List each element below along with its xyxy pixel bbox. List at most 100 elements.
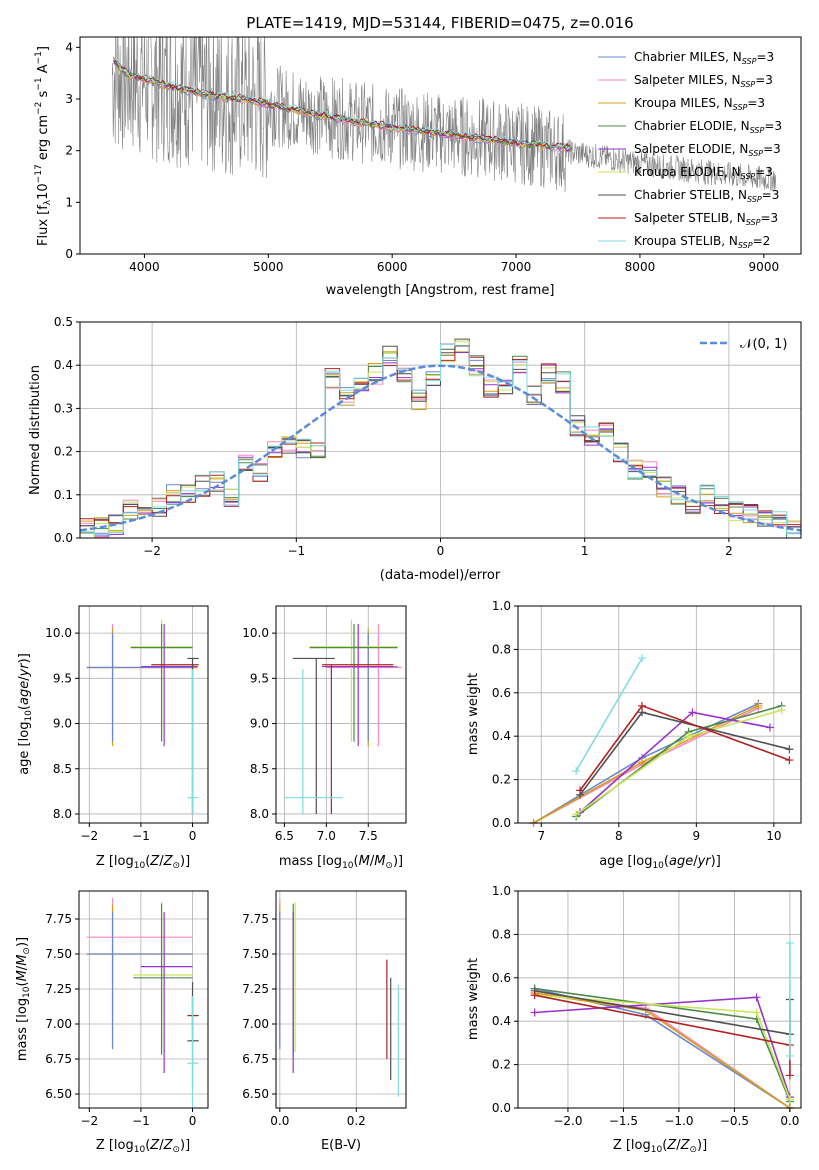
x-tick-label: 0.0	[780, 1114, 799, 1128]
y-tick-label: 1.0	[492, 599, 511, 613]
gaussian-curve	[79, 364, 802, 532]
mass-weight-marker	[638, 701, 647, 710]
legend-label: Kroupa ELODIE, NSSP=3	[634, 165, 773, 181]
y-tick-label: 2	[65, 144, 73, 158]
y-tick-label: 7.00	[242, 1017, 269, 1031]
spectrum-panel: 4000 5000 6000 7000 8000 9000 0 1 2 3 4 wavelength…	[34, 36, 802, 298]
x-tick-label: −0.5	[720, 1114, 749, 1128]
y-tick-label: 3	[65, 92, 73, 106]
x-tick-label: 6000	[377, 260, 408, 274]
x-tick-label: 9	[693, 829, 701, 843]
y-tick-label: 7.25	[45, 982, 72, 996]
massweight-vs-Z-frame	[517, 890, 802, 1109]
x-tick-label: 8000	[625, 260, 656, 274]
x-tick-label: 6.5	[275, 829, 294, 843]
massweight-vs-Z-xlabel: Z [log10(Z/Z⊙)]	[613, 1138, 707, 1155]
y-tick-label: 1	[65, 195, 73, 209]
residuals-panel: −2 −1 0 1 2 0.0 0.1 0.2 0.3 0.4 0.5 (data-model)/e…	[28, 315, 802, 583]
x-tick-label: 0	[189, 829, 197, 843]
y-tick-label: 0.4	[492, 729, 511, 743]
age-vs-Z-frame	[78, 605, 209, 824]
residual-histogram-9	[80, 343, 801, 535]
y-tick-label: 9.0	[53, 717, 72, 731]
mass-weight-marker	[530, 1008, 539, 1017]
x-tick-label: 0	[437, 544, 445, 558]
y-tick-label: 6.50	[242, 1087, 269, 1101]
y-tick-label: 1.0	[492, 884, 511, 898]
model-spectrum-2	[112, 59, 573, 154]
x-tick-label: 8	[615, 829, 623, 843]
x-tick-label: 0	[189, 1114, 197, 1128]
legend-label: Chabrier ELODIE, NSSP=3	[634, 119, 782, 135]
mass-weight-marker	[777, 706, 786, 715]
x-tick-label: −2	[143, 544, 161, 558]
mass-weight-marker	[754, 701, 763, 710]
spectrum-ylabel: Flux [fλ10−17 erg cm−2 s−1 A−1]	[34, 46, 53, 246]
y-tick-label: 0.0	[492, 1101, 511, 1115]
x-tick-label: 2	[725, 544, 733, 558]
spectrum-xlabel: wavelength [Angstrom, rest frame]	[326, 283, 555, 298]
spectrum-legend: Chabrier MILES, NSSP=3 Salpeter MILES, NS…	[598, 50, 782, 250]
mass-vs-Z-ylabel: mass [log10(M/M⊙)]	[15, 937, 32, 1061]
y-tick-label: 0.2	[492, 1058, 511, 1072]
x-tick-label: −2	[80, 1114, 98, 1128]
massweight-vs-Z-ylabel: mass weight	[466, 958, 481, 1040]
y-tick-label: 7.50	[242, 947, 269, 961]
mass-vs-EBV-panel: 0.0 0.2 6.50 6.75 7.00 7.25 7.50 7.75 E(B-V)	[242, 890, 407, 1153]
x-tick-label: −1.0	[664, 1114, 693, 1128]
y-tick-label: 0.8	[492, 642, 511, 656]
y-tick-label: 10.0	[45, 626, 72, 640]
y-tick-label: 8.5	[250, 762, 269, 776]
mass-weight-marker	[785, 745, 794, 754]
y-tick-label: 0.1	[54, 488, 73, 502]
residuals-ylabel: Normed distribution	[28, 365, 43, 495]
x-tick-label: −2.0	[553, 1114, 582, 1128]
mass-weight-line-9	[575, 657, 643, 772]
y-tick-label: 7.75	[45, 912, 72, 926]
x-tick-label: −1	[132, 1114, 150, 1128]
legend-label: Salpeter STELIB, NSSP=3	[634, 211, 778, 227]
mass-weight-marker	[638, 758, 647, 767]
mass-weight-line-5	[579, 711, 771, 813]
legend-label: Chabrier STELIB, NSSP=3	[634, 188, 779, 204]
x-tick-label: −2	[80, 829, 98, 843]
mass-weight-marker	[785, 1051, 794, 1060]
mass-weight-marker	[785, 939, 794, 948]
y-tick-label: 6.50	[45, 1087, 72, 1101]
y-tick-label: 0.0	[492, 816, 511, 830]
x-tick-label: 5000	[253, 260, 284, 274]
y-tick-label: 7.50	[45, 947, 72, 961]
mass-weight-line-6	[575, 709, 782, 815]
y-tick-label: 9.5	[53, 671, 72, 685]
y-tick-label: 9.5	[250, 671, 269, 685]
y-tick-label: 9.0	[250, 717, 269, 731]
mass-weight-marker	[752, 993, 761, 1002]
mass-weight-marker	[572, 766, 581, 775]
y-tick-label: 0.6	[492, 686, 511, 700]
massweight-vs-age-xlabel: age [log10(age/yr)]	[599, 854, 721, 871]
age-vs-Z-ylabel: age [log10(age/yr)]	[17, 653, 34, 775]
x-tick-label: 7000	[501, 260, 532, 274]
mass-weight-marker	[572, 810, 581, 819]
age-vs-mass-frame	[275, 605, 407, 824]
x-tick-label: 7.5	[359, 829, 378, 843]
observed-spectrum	[111, 37, 777, 192]
mass-vs-Z-frame	[78, 890, 209, 1109]
y-tick-label: 8.5	[53, 762, 72, 776]
mass-weight-marker	[752, 1008, 761, 1017]
mass-weight-marker	[785, 1095, 794, 1104]
y-tick-label: 6.75	[242, 1052, 269, 1066]
y-tick-label: 7.00	[45, 1017, 72, 1031]
y-tick-label: 0.3	[54, 401, 73, 415]
y-tick-label: 8.0	[53, 807, 72, 821]
age-vs-Z-xlabel: Z [log10(Z/Z⊙)]	[96, 854, 190, 871]
figure-title: PLATE=1419, MJD=53144, FIBERID=0475, z=0…	[246, 14, 633, 32]
x-tick-label: 0.0	[270, 1114, 289, 1128]
x-tick-label: −1	[132, 829, 150, 843]
y-tick-label: 0.0	[54, 531, 73, 545]
mass-weight-marker	[688, 708, 697, 717]
mass-weight-marker	[638, 654, 647, 663]
age-vs-mass-xlabel: mass [log10(M/M⊙)]	[279, 854, 403, 871]
mass-vs-Z-panel: −2 −1 0 6.50 6.75 7.00 7.25 7.50 7.75 Z [log10(Z…	[15, 890, 209, 1155]
